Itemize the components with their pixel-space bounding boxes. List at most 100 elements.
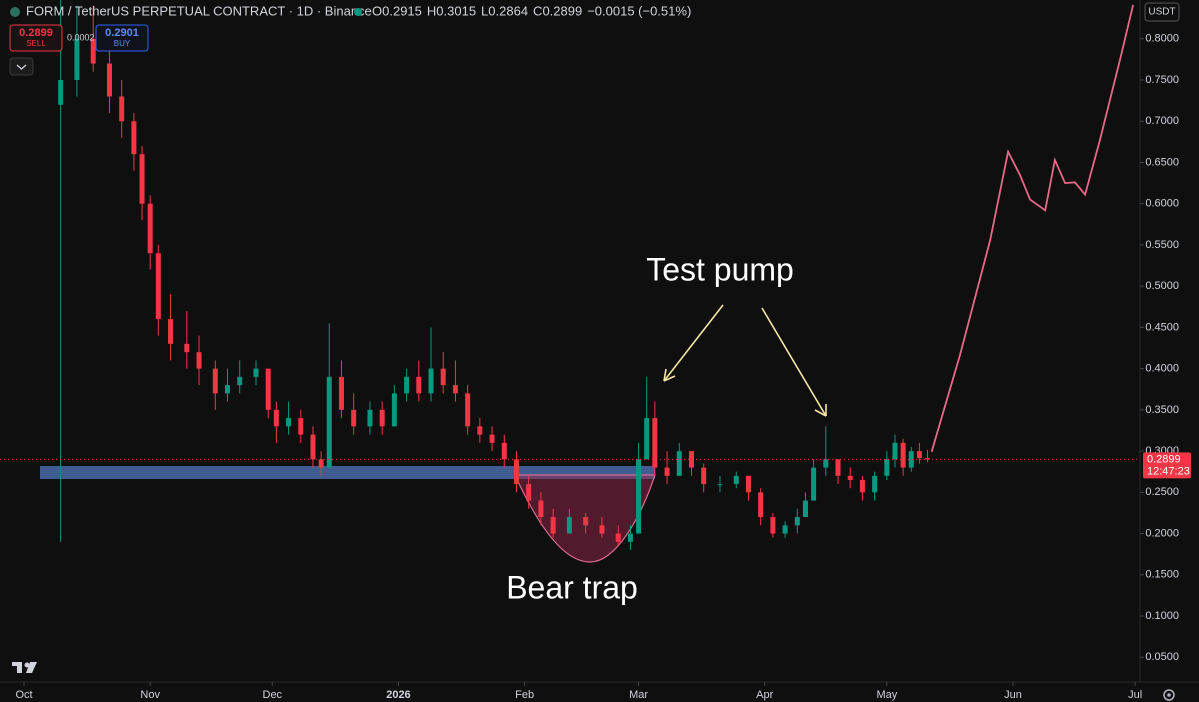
y-tick-label: 0.4500 xyxy=(1145,321,1179,333)
candle-body xyxy=(58,79,64,105)
candle-body xyxy=(908,451,914,468)
candle-body xyxy=(664,467,670,476)
candle-body xyxy=(538,500,544,518)
sell-label: SELL xyxy=(26,39,46,48)
countdown: 12:47:23 xyxy=(1147,465,1190,477)
last-price-box xyxy=(1143,452,1191,479)
x-tick-label: Apr xyxy=(756,689,773,701)
buy-button[interactable] xyxy=(95,24,149,52)
candle-body xyxy=(119,96,125,122)
candle-body xyxy=(265,368,271,410)
candle-body xyxy=(745,475,751,493)
y-tick-label: 0.3500 xyxy=(1145,404,1179,416)
candle-body xyxy=(615,533,621,542)
ohlc-value: 0.3015 xyxy=(436,3,476,18)
sell-price: 0.2899 xyxy=(19,27,53,39)
y-tick-label: 0.4000 xyxy=(1145,363,1179,375)
candle-body xyxy=(884,459,890,476)
candle-body xyxy=(416,376,422,394)
settings-icon[interactable] xyxy=(1163,689,1175,701)
y-tick-label: 0.2000 xyxy=(1145,527,1179,539)
y-tick-label: 0.1500 xyxy=(1145,569,1179,581)
candle-body xyxy=(872,475,878,493)
candle-body xyxy=(338,376,344,410)
buy-price: 0.2901 xyxy=(105,27,139,39)
support-zone xyxy=(40,466,655,479)
projection-line xyxy=(930,4,1134,453)
x-tick-label: Oct xyxy=(15,689,32,701)
symbol-icon xyxy=(10,7,20,17)
candle-body xyxy=(391,393,397,427)
candle-body xyxy=(599,525,605,534)
annotation: Test pump xyxy=(646,251,794,287)
candle-body xyxy=(550,517,556,534)
candle-body xyxy=(225,385,231,394)
candle-body xyxy=(253,368,259,377)
candle-body xyxy=(196,352,202,369)
ohlc-key: H xyxy=(427,3,436,18)
y-tick-label: 0.7000 xyxy=(1145,115,1179,127)
candle-body xyxy=(823,459,829,468)
x-tick-label: Nov xyxy=(140,689,160,701)
change: −0.0015 (−0.51%) xyxy=(587,3,691,18)
candle-body xyxy=(367,409,373,427)
axes: 0.05000.10000.15000.20000.25000.30000.35… xyxy=(0,33,1191,701)
logo xyxy=(12,662,37,673)
collapse-button[interactable] xyxy=(9,57,34,76)
ohlc: O 0.2915 H 0.3015 L 0.2864 C 0.2899 −0.0015 (−0.… xyxy=(372,3,691,18)
candle-body xyxy=(326,376,332,468)
y-tick-label: 0.7500 xyxy=(1145,74,1179,86)
candle-body xyxy=(782,525,788,534)
candle-body xyxy=(310,434,316,460)
candle-body xyxy=(139,154,145,204)
candle-body xyxy=(351,409,357,427)
candle-body xyxy=(859,479,865,493)
ohlc-value: 0.2915 xyxy=(382,3,422,18)
chevron xyxy=(16,64,27,70)
ohlc-value: 0.2899 xyxy=(542,3,582,18)
candle-body xyxy=(440,368,446,386)
logo-part xyxy=(24,662,30,668)
settings-icon-center xyxy=(1167,693,1171,697)
y-tick-label: 0.5000 xyxy=(1145,280,1179,292)
ohlc-key: O xyxy=(372,3,382,18)
y-tick-label: 0.2500 xyxy=(1145,486,1179,498)
currency-button[interactable] xyxy=(1144,2,1180,22)
candle-body xyxy=(90,38,96,64)
y-tick-label: 0.0500 xyxy=(1145,651,1179,663)
ohlc-key: L xyxy=(481,3,488,18)
candle-body xyxy=(212,368,218,394)
candle-body xyxy=(701,467,707,485)
candle-body xyxy=(636,459,642,534)
candle-body xyxy=(794,517,800,526)
x-tick-label: Jun xyxy=(1004,689,1022,701)
candle-body xyxy=(131,121,137,155)
sell-button[interactable] xyxy=(9,24,63,52)
symbol: FORM / TetherUS PERPETUAL CONTRACT · 1D … xyxy=(26,3,372,18)
candle-body xyxy=(811,467,817,501)
market-status xyxy=(354,8,362,16)
candle-body xyxy=(900,442,906,468)
candle-body xyxy=(106,63,112,97)
logo-part xyxy=(17,662,22,673)
y-tick-label: 0.5500 xyxy=(1145,239,1179,251)
x-tick-label: 2026 xyxy=(386,689,410,701)
candle-body xyxy=(298,418,304,435)
currency: USDT xyxy=(1148,7,1175,18)
candle-body xyxy=(318,459,324,468)
candle-body xyxy=(465,393,471,427)
y-tick-label: 0.6500 xyxy=(1145,156,1179,168)
arrow xyxy=(663,304,724,382)
candle-body xyxy=(916,451,922,459)
candle-body xyxy=(513,459,519,485)
x-tick-label: Mar xyxy=(629,689,648,701)
last-price-label: 0.2899 xyxy=(1147,453,1181,465)
candle-body xyxy=(155,253,161,320)
candle-body xyxy=(717,484,723,486)
candle-body xyxy=(147,203,153,254)
candle-body xyxy=(835,459,841,476)
candle-body xyxy=(74,38,80,80)
y-tick-label: 0.8000 xyxy=(1145,33,1179,45)
